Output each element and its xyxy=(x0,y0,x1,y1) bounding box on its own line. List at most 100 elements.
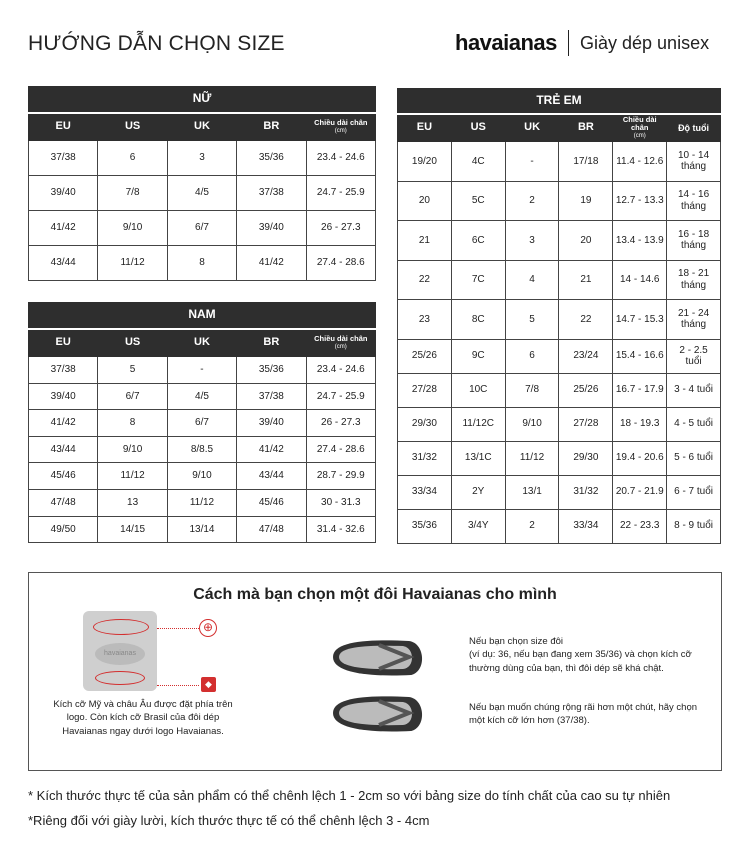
table-row: 39/40 6/7 4/5 37/38 24.7 - 25.9 xyxy=(27,382,377,411)
table-row: 21 6C 3 20 13.4 - 13.9 16 - 18 tháng xyxy=(397,220,721,261)
table-row: 37/38 5-35/36 23.4 - 24.6 xyxy=(27,356,377,384)
table-cell: 23/24 xyxy=(558,338,614,374)
table-cell: - xyxy=(166,356,238,384)
header-label: Chiều dài chân xyxy=(622,114,657,133)
table-cell: 8 - 9 tuổi xyxy=(666,508,721,544)
column-header: US xyxy=(97,112,168,141)
table-cell: 22 xyxy=(558,299,614,340)
men-size-table: NAM EU US UK BR Chiều dài chân (cm) 37/38 5-35/3… xyxy=(27,302,377,544)
table-cell: 6/7 xyxy=(97,382,168,411)
table-cell: 43/44 xyxy=(236,462,307,490)
table-row: 47/48 13 11/12 45/46 30 - 31.3 xyxy=(27,488,377,517)
table-cell: 16 - 18 tháng xyxy=(666,220,721,261)
table-row: 25/26 9C 6 23/24 15.4 - 16.6 2 - 2.5 tuổi xyxy=(397,338,721,374)
table-cell: 43/44 xyxy=(27,435,99,464)
table-cell: 3 xyxy=(166,140,238,176)
table-cell: 4 xyxy=(504,259,560,300)
table-cell: 20 xyxy=(397,180,452,221)
table-cell: 23.4 - 24.6 xyxy=(305,356,377,384)
table-cell: 13.4 - 13.9 xyxy=(612,220,668,261)
table-cell: - xyxy=(504,141,560,182)
table-cell: 41/42 xyxy=(27,409,99,437)
header-label: Chiều dài chân xyxy=(314,117,368,127)
table-cell: 5 - 6 tuổi xyxy=(666,440,721,476)
table-cell: 30 - 31.3 xyxy=(305,488,377,517)
table-cell: 5C xyxy=(450,180,506,221)
guide-box: Cách mà bạn chọn một đôi Havaianas cho m… xyxy=(28,572,722,771)
globe-icon: ⊕ xyxy=(199,619,217,637)
table-cell: 13/14 xyxy=(166,515,238,544)
table-row: 43/44 9/10 8/8.5 41/42 27.4 - 28.6 xyxy=(27,435,377,464)
table-cell: 49/50 xyxy=(27,515,99,544)
column-header: US xyxy=(450,113,506,142)
table-cell: 7C xyxy=(450,259,506,300)
table-cell: 8 xyxy=(97,409,168,437)
table-cell: 37/38 xyxy=(27,140,99,176)
header-unit: (cm) xyxy=(633,132,646,139)
table-cell: 4C xyxy=(450,141,506,182)
table-cell: 31.4 - 32.6 xyxy=(305,515,377,544)
table-cell: 10 - 14 tháng xyxy=(666,141,721,182)
table-cell: 25/26 xyxy=(558,372,614,408)
sole-note: Kích cỡ Mỹ và châu Âu được đặt phía trên… xyxy=(53,699,233,737)
table-cell: 45/46 xyxy=(236,488,307,517)
header-unit: (cm) xyxy=(334,127,347,134)
table-cell: 27/28 xyxy=(558,406,614,442)
table-cell: 33/34 xyxy=(558,508,614,544)
table-cell: 2 - 2.5 tuổi xyxy=(666,338,721,374)
table-cell: 35/36 xyxy=(236,356,307,384)
column-header-foot-length: Chiều dài chân (cm) xyxy=(305,328,377,357)
table-row: 23 8C 5 22 14.7 - 15.3 21 - 24 tháng xyxy=(397,299,721,340)
table-cell: 11.4 - 12.6 xyxy=(612,141,668,182)
table-cell: 25/26 xyxy=(397,338,452,374)
table-cell: 27/28 xyxy=(397,372,452,408)
women-size-table: NỮ EU US UK BR Chiều dài chân (cm) 37/38 6 3 35/36… xyxy=(27,86,377,281)
table-cell: 10C xyxy=(450,372,506,408)
table-cell: 22 xyxy=(397,259,452,300)
table-cell: 9C xyxy=(450,338,506,374)
table-cell: 27.4 - 28.6 xyxy=(305,435,377,464)
table-cell: 14.7 - 15.3 xyxy=(612,299,668,340)
table-cell: 29/30 xyxy=(558,440,614,476)
brazil-flag-icon: ◆ xyxy=(201,677,216,692)
table-cell: 24.7 - 25.9 xyxy=(305,175,377,211)
brand-logo: havaianas xyxy=(455,30,557,55)
table-row: 19/20 4C -17/18 11.4 - 12.6 10 - 14 tháng xyxy=(397,141,721,182)
table-cell: 9/10 xyxy=(97,435,168,464)
footnote: * Kích thước thực tế của sản phẩm có thể… xyxy=(28,788,671,803)
table-cell: 18 - 21 tháng xyxy=(666,259,721,300)
header-unit: (cm) xyxy=(334,343,347,350)
table-cell: 26 - 27.3 xyxy=(305,210,377,246)
column-header: UK xyxy=(166,112,238,141)
table-cell: 14/15 xyxy=(97,515,168,544)
table-caption: NAM xyxy=(28,302,376,330)
column-header: BR xyxy=(558,113,614,142)
tip-tight: Nếu bạn chọn size đôi (ví dụ: 36, nếu bạ… xyxy=(469,636,692,674)
table-cell: 41/42 xyxy=(27,210,99,246)
column-header-foot-length: Chiều dài chân (cm) xyxy=(612,113,668,142)
table-cell: 29/30 xyxy=(397,406,452,442)
table-cell: 19 xyxy=(558,180,614,221)
table-cell: 17/18 xyxy=(558,141,614,182)
table-cell: 11/12 xyxy=(166,488,238,517)
table-cell: 3 - 4 tuổi xyxy=(666,372,721,408)
table-cell: 6 - 7 tuổi xyxy=(666,474,721,510)
footnote: *Riêng đối với giày lười, kích thước thự… xyxy=(28,813,430,828)
table-cell: 21 xyxy=(558,259,614,300)
table-cell: 9/10 xyxy=(504,406,560,442)
table-cell: 5 xyxy=(97,356,168,384)
table-cell: 6 xyxy=(97,140,168,176)
column-header: EU xyxy=(27,112,99,141)
table-cell: 7/8 xyxy=(504,372,560,408)
table-cell: 8C xyxy=(450,299,506,340)
table-cell: 9/10 xyxy=(97,210,168,246)
table-cell: 19.4 - 20.6 xyxy=(612,440,668,476)
table-row: 33/34 2Y 13/1 31/32 20.7 - 21.9 6 - 7 tuổi xyxy=(397,474,721,510)
table-cell: 8 xyxy=(166,245,238,281)
column-header: US xyxy=(97,328,168,357)
table-cell: 3 xyxy=(504,220,560,261)
table-row: 45/46 11/12 9/10 43/44 28.7 - 29.9 xyxy=(27,462,377,490)
table-cell: 31/32 xyxy=(397,440,452,476)
table-cell: 4/5 xyxy=(166,382,238,411)
table-cell: 11/12 xyxy=(97,245,168,281)
